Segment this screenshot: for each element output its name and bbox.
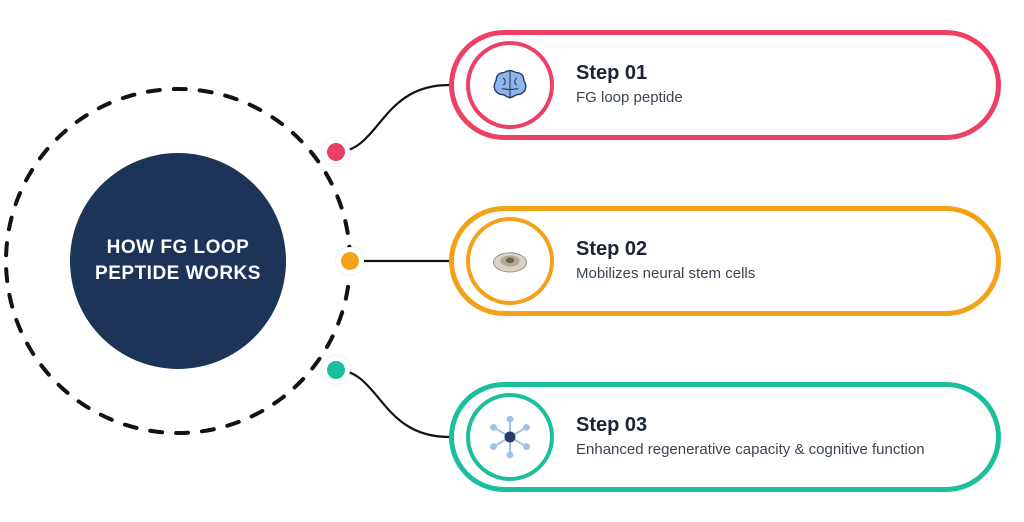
step-icon-ring <box>466 217 554 305</box>
step-icon-inner <box>476 227 544 295</box>
step-icon-ring <box>466 393 554 481</box>
connector-node-dot <box>341 252 359 270</box>
hub-title: HOW FG LOOP PEPTIDE WORKS <box>70 235 286 286</box>
step-description: Enhanced regenerative capacity & cogniti… <box>576 441 925 460</box>
connector-path <box>336 85 449 152</box>
step-text: Step 01 FG loop peptide <box>576 62 683 108</box>
step-description: FG loop peptide <box>576 89 683 108</box>
step-card: Step 01 FG loop peptide <box>449 30 1001 140</box>
connector-node-dot <box>327 361 345 379</box>
step-title: Step 02 <box>576 238 755 261</box>
step-icon-inner <box>476 403 544 471</box>
step-card: Step 02 Mobilizes neural stem cells <box>449 206 1001 316</box>
step-text: Step 02 Mobilizes neural stem cells <box>576 238 755 284</box>
cell-icon <box>488 239 532 283</box>
step-icon-ring <box>466 41 554 129</box>
hub-circle: HOW FG LOOP PEPTIDE WORKS <box>70 153 286 369</box>
step-icon-inner <box>476 51 544 119</box>
connector-node-dot <box>327 143 345 161</box>
infographic-stage: HOW FG LOOP PEPTIDE WORKS Step 01 FG loop… <box>0 0 1024 522</box>
step-description: Mobilizes neural stem cells <box>576 265 755 284</box>
step-title: Step 03 <box>576 414 925 437</box>
step-card: Step 03 Enhanced regenerative capacity & … <box>449 382 1001 492</box>
brain-icon <box>488 63 532 107</box>
step-title: Step 01 <box>576 62 683 85</box>
neuron-icon <box>488 415 532 459</box>
connector-path <box>336 370 449 437</box>
step-text: Step 03 Enhanced regenerative capacity & … <box>576 414 925 460</box>
